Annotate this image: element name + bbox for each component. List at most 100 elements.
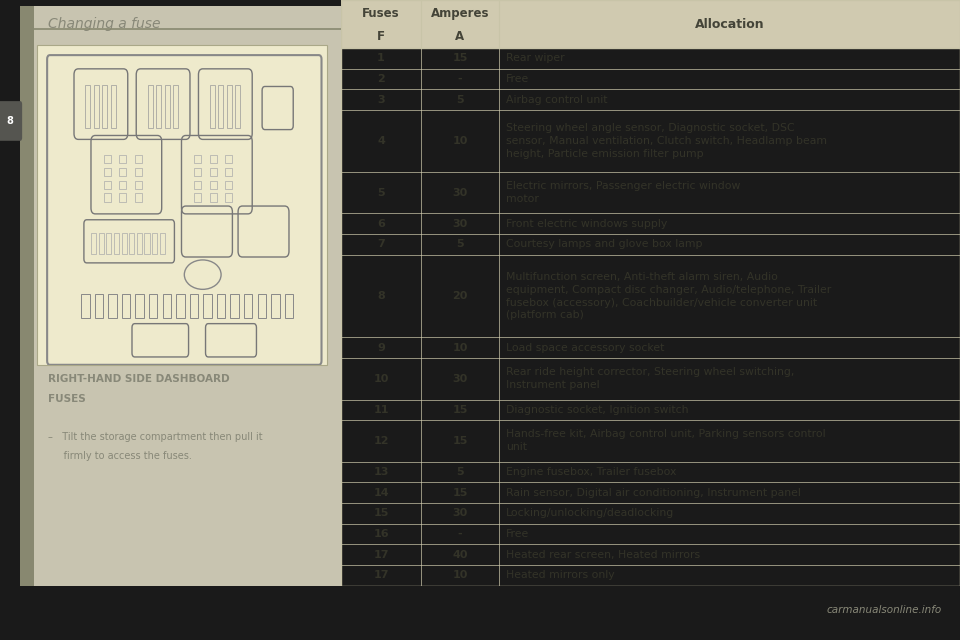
Text: Diagnostic socket, Ignition switch: Diagnostic socket, Ignition switch [506, 405, 688, 415]
Text: 3: 3 [377, 95, 385, 105]
Text: 12: 12 [373, 436, 389, 446]
Bar [119, 193, 127, 202]
Text: 11: 11 [373, 405, 389, 415]
Bar [210, 155, 217, 163]
Bar [134, 193, 142, 202]
Bar [230, 294, 239, 317]
Text: 15: 15 [452, 436, 468, 446]
Text: 4: 4 [377, 136, 385, 146]
Bar [285, 294, 293, 317]
Bar [122, 294, 131, 317]
Text: 5: 5 [377, 188, 385, 198]
Text: 5: 5 [456, 467, 464, 477]
Text: 15: 15 [452, 53, 468, 63]
Text: Airbag control unit: Airbag control unit [506, 95, 608, 105]
Text: 2: 2 [377, 74, 385, 84]
Text: Changing a fuse: Changing a fuse [48, 17, 160, 31]
Text: 30: 30 [452, 219, 468, 228]
Bar [218, 84, 224, 127]
Bar [104, 180, 110, 189]
Text: Engine fusebox, Trailer fusebox: Engine fusebox, Trailer fusebox [506, 467, 677, 477]
Text: Free: Free [506, 74, 529, 84]
Text: 16: 16 [373, 529, 389, 539]
FancyBboxPatch shape [37, 45, 327, 365]
Bar [148, 84, 153, 127]
Bar [156, 84, 161, 127]
Bar [226, 193, 232, 202]
Bar [227, 84, 232, 127]
Text: 7: 7 [377, 239, 385, 250]
Bar [235, 84, 240, 127]
Bar [210, 180, 217, 189]
Text: Fuses: Fuses [362, 7, 400, 20]
Bar [149, 294, 157, 317]
Bar [130, 233, 134, 254]
Bar [144, 233, 150, 254]
Text: 30: 30 [452, 508, 468, 518]
Text: 8: 8 [7, 116, 13, 126]
Bar [104, 155, 110, 163]
Bar [110, 84, 116, 127]
Text: Multifunction screen, Anti-theft alarm siren, Audio
equipment, Compact disc chan: Multifunction screen, Anti-theft alarm s… [506, 272, 831, 321]
Text: 10: 10 [452, 570, 468, 580]
Text: 20: 20 [452, 291, 468, 301]
Bar [119, 168, 127, 176]
Bar [244, 294, 252, 317]
Bar [134, 180, 142, 189]
Bar [99, 233, 104, 254]
Text: FUSES: FUSES [48, 394, 85, 404]
Bar [257, 294, 266, 317]
Text: 15: 15 [373, 508, 389, 518]
Bar [159, 233, 165, 254]
FancyBboxPatch shape [20, 6, 341, 586]
Text: A: A [455, 29, 465, 42]
Text: 13: 13 [373, 467, 389, 477]
Bar [135, 294, 144, 317]
Bar [108, 294, 117, 317]
Text: 9: 9 [377, 343, 385, 353]
Text: Hands-free kit, Airbag control unit, Parking sensors control
unit: Hands-free kit, Airbag control unit, Par… [506, 429, 826, 452]
Bar [85, 84, 90, 127]
Text: 14: 14 [373, 488, 389, 497]
Bar [114, 233, 119, 254]
Bar [173, 84, 179, 127]
Text: -: - [458, 74, 463, 84]
Bar [162, 294, 171, 317]
Bar [103, 84, 108, 127]
Text: 6: 6 [377, 219, 385, 228]
Text: firmly to access the fuses.: firmly to access the fuses. [48, 451, 192, 461]
Text: 15: 15 [452, 405, 468, 415]
Bar [137, 233, 142, 254]
Text: 8: 8 [377, 291, 385, 301]
Bar [190, 294, 198, 317]
Bar [152, 233, 157, 254]
Text: 10: 10 [452, 343, 468, 353]
Bar [226, 168, 232, 176]
Bar [104, 193, 110, 202]
Text: 10: 10 [452, 136, 468, 146]
Text: RIGHT-HAND SIDE DASHBOARD: RIGHT-HAND SIDE DASHBOARD [48, 374, 229, 385]
Text: -: - [458, 529, 463, 539]
Text: 5: 5 [456, 239, 464, 250]
Text: Allocation: Allocation [694, 17, 764, 31]
Bar [119, 155, 127, 163]
Bar [194, 155, 202, 163]
Bar [164, 84, 170, 127]
Bar [104, 168, 110, 176]
Text: 40: 40 [452, 550, 468, 559]
Bar [194, 193, 202, 202]
Bar [134, 168, 142, 176]
Text: Electric mirrors, Passenger electric window
motor: Electric mirrors, Passenger electric win… [506, 181, 740, 204]
Text: 15: 15 [452, 488, 468, 497]
Bar [134, 155, 142, 163]
Bar [204, 294, 212, 317]
Bar [176, 294, 184, 317]
Text: 17: 17 [373, 550, 389, 559]
Bar [91, 233, 96, 254]
Text: 30: 30 [452, 188, 468, 198]
Text: Locking/unlocking/deadlocking: Locking/unlocking/deadlocking [506, 508, 674, 518]
Bar [81, 294, 89, 317]
Text: 30: 30 [452, 374, 468, 384]
Text: Front electric windows supply: Front electric windows supply [506, 219, 667, 228]
Bar [210, 168, 217, 176]
